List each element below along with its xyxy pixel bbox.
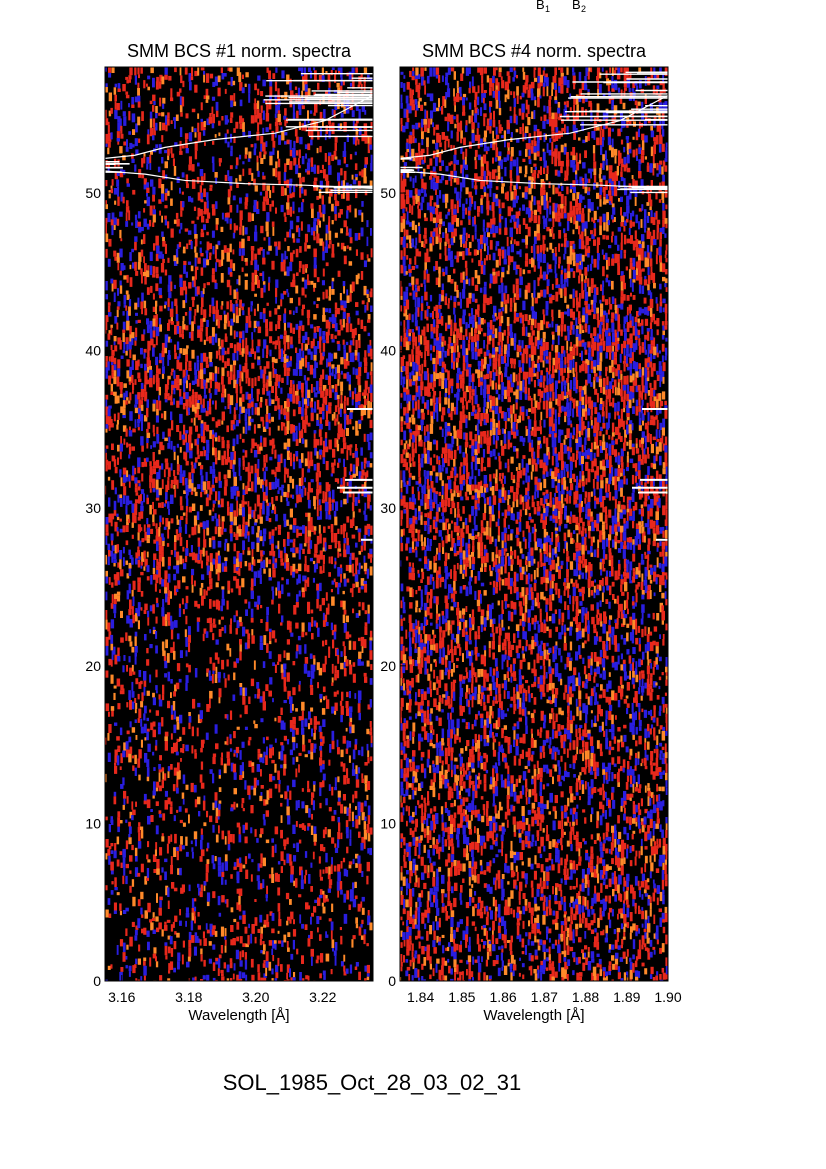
panel-bcs1-title: SMM BCS #1 norm. spectra [127,41,352,61]
y-tick-label: 10 [380,815,396,831]
header-marks: B 1 B 2 [536,0,586,14]
heatmap-cells [400,67,668,981]
panel-bcs4: SMM BCS #4 norm. spectra 0 10 20 30 40 50 1.8… [380,41,681,1024]
x-tick-label: 1.90 [654,989,681,1005]
header-mark-1-sub: 1 [545,4,550,14]
panel-bcs4-y-axis: 0 10 20 30 40 50 [380,185,406,989]
header-mark-2-sub: 2 [581,4,586,14]
x-tick-label: 1.84 [407,989,434,1005]
header-mark-1: B [536,0,545,12]
panel-bcs4-xlabel: Wavelength [Å] [483,1007,584,1024]
y-tick-label: 20 [380,658,396,674]
y-tick-label: 10 [85,815,101,831]
x-tick-label: 1.85 [448,989,475,1005]
y-tick-label: 30 [85,500,101,516]
panel-bcs1: SMM BCS #1 norm. spectra 0 10 20 30 40 50 3.1… [85,41,374,1024]
x-tick-label: 1.87 [531,989,558,1005]
heatmap-cells [105,67,373,981]
y-tick-label: 30 [380,500,396,516]
header-mark-2: B [572,0,581,12]
panel-bcs1-xlabel: Wavelength [Å] [188,1007,289,1024]
y-tick-label: 50 [85,185,101,201]
y-tick-label: 0 [388,973,396,989]
x-tick-label: 3.18 [175,989,202,1005]
x-tick-label: 3.16 [108,989,135,1005]
panel-bcs4-title: SMM BCS #4 norm. spectra [422,41,647,61]
plot-frame [399,66,669,982]
x-tick-label: 3.20 [242,989,269,1005]
panel-bcs1-plot-area [104,66,374,982]
y-tick-label: 0 [93,973,101,989]
x-tick-label: 3.22 [309,989,336,1005]
event-id-footer: SOL_1985_Oct_28_03_02_31 [223,1070,521,1095]
white-trace [105,72,373,541]
x-tick-label: 1.89 [613,989,640,1005]
y-tick-label: 40 [85,343,101,359]
panel-bcs4-x-axis: 1.84 1.85 1.86 1.87 1.88 1.89 1.90 [407,975,682,1005]
panel-bcs1-x-axis: 3.16 3.18 3.20 3.22 [108,975,337,1005]
y-tick-label: 20 [85,658,101,674]
panel-bcs1-y-axis: 0 10 20 30 40 50 [85,185,111,989]
y-tick-label: 50 [380,185,396,201]
x-tick-label: 1.86 [489,989,516,1005]
plot-frame [104,66,374,982]
x-tick-label: 1.88 [572,989,599,1005]
y-tick-label: 40 [380,343,396,359]
white-trace [400,71,668,541]
panel-bcs4-plot-area [399,66,669,982]
